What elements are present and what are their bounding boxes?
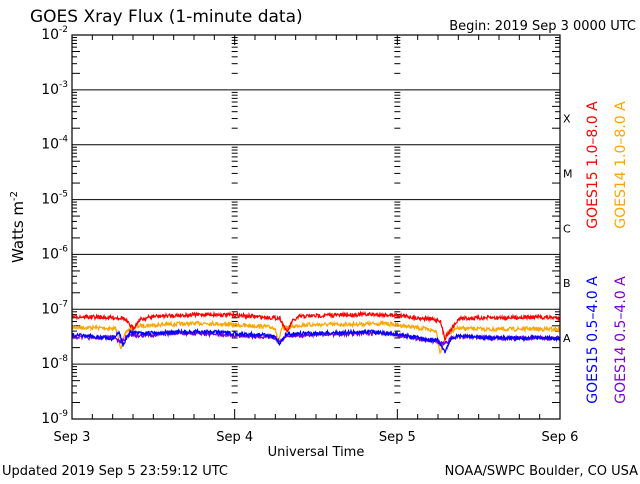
y-tick-base: 10 [41, 82, 59, 98]
y-tick-base: 10 [41, 246, 59, 262]
series-group [71, 310, 561, 355]
grid [71, 34, 561, 420]
y-tick-exp: -2 [59, 25, 68, 35]
chart-title: GOES Xray Flux (1-minute data) [30, 7, 303, 27]
y-tick-label: 10-8 [41, 354, 68, 372]
begin-label: Begin: 2019 Sep 3 0000 UTC [449, 19, 636, 34]
plot-frame [71, 34, 561, 420]
x-axis-label: Universal Time [268, 445, 365, 460]
legend-item: GOES14 0.5–4.0 A [613, 276, 629, 404]
x-tick-labels: Sep 3 Sep 4 Sep 5 Sep 6 [54, 430, 579, 445]
y-tick-exp: -9 [59, 409, 68, 419]
y-tick-labels: 10-210-310-410-510-610-710-810-9 [41, 25, 68, 427]
flare-class-x: X [563, 113, 571, 126]
flare-class-m: M [563, 167, 573, 180]
y-tick-base: 10 [41, 137, 59, 153]
y-tick-exp: -3 [59, 80, 68, 90]
credit-label: NOAA/SWPC Boulder, CO USA [445, 464, 638, 479]
updated-label: Updated 2019 Sep 5 23:59:12 UTC [2, 464, 228, 479]
y-axis-label-text: Watts m [9, 201, 27, 263]
y-axis-label: Watts m-2 [9, 191, 27, 263]
y-tick-label: 10-9 [41, 409, 68, 427]
x-tick-label: Sep 4 [216, 430, 253, 445]
series-line-1 [71, 319, 561, 355]
y-tick-label: 10-5 [41, 190, 68, 208]
y-tick-base: 10 [41, 301, 59, 317]
y-tick-base: 10 [41, 192, 59, 208]
legend-item: GOES15 1.0–8.0 A [585, 101, 601, 229]
x-tick-label: Sep 5 [379, 430, 416, 445]
flare-class-a: A [563, 332, 571, 345]
y-tick-exp: -5 [59, 190, 68, 200]
y-tick-base: 10 [41, 356, 59, 372]
flare-class-c: C [563, 222, 571, 235]
y-tick-label: 10-2 [41, 25, 68, 43]
y-tick-exp: -8 [59, 354, 68, 364]
y-tick-label: 10-7 [41, 299, 68, 317]
y-tick-label: 10-6 [41, 244, 68, 262]
y-axis-label-exp: -2 [9, 191, 20, 201]
series-line-0 [71, 310, 561, 342]
flare-class-b: B [563, 277, 571, 290]
y-tick-base: 10 [41, 411, 59, 427]
y-tick-label: 10-3 [41, 80, 68, 98]
y-tick-exp: -7 [59, 299, 68, 309]
x-tick-label: Sep 6 [542, 430, 579, 445]
flare-class-labels: X M C B A [563, 113, 573, 345]
y-tick-label: 10-4 [41, 135, 68, 153]
legend-item: GOES14 1.0–8.0 A [613, 101, 629, 229]
series-line-2 [71, 327, 561, 354]
y-tick-base: 10 [41, 27, 59, 43]
legend: GOES15 1.0–8.0 A GOES14 1.0–8.0 A GOES15 0… [585, 101, 629, 404]
y-tick-exp: -6 [59, 244, 68, 254]
x-tick-label: Sep 3 [54, 430, 91, 445]
y-tick-exp: -4 [59, 135, 68, 145]
legend-item: GOES15 0.5–4.0 A [585, 276, 601, 404]
